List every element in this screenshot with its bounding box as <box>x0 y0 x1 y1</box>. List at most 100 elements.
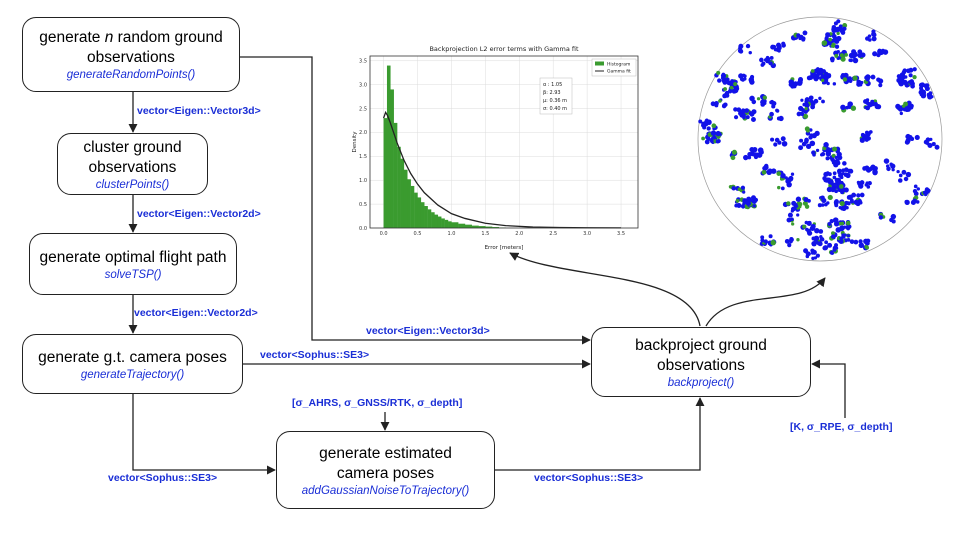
cloud-point <box>858 239 863 244</box>
cloud-point <box>853 52 858 57</box>
cloud-point <box>817 241 823 247</box>
histogram-bar <box>390 89 394 228</box>
cloud-point <box>772 101 777 106</box>
cloud-point <box>811 150 816 155</box>
cloud-point <box>756 152 763 158</box>
cloud-point <box>733 115 739 120</box>
cloud-point <box>769 111 774 117</box>
legend-gamma-fit: Gamma fit <box>607 69 631 75</box>
cloud-point <box>839 175 844 180</box>
stat-beta: β: 2.93 <box>543 90 561 96</box>
y-tick-label: 3.0 <box>359 82 367 88</box>
chart-xlabel: Error [meters] <box>485 245 524 251</box>
cloud-point <box>904 139 910 145</box>
cloud-point <box>836 49 840 54</box>
cloud-point <box>840 104 846 111</box>
cloud-point <box>845 172 851 179</box>
cloud-point <box>890 213 897 220</box>
cloud-point <box>828 37 832 42</box>
cloud-point <box>822 80 827 85</box>
node-generate-title: generate n random ground observations <box>39 29 223 66</box>
node-gt-func: generateTrajectory() <box>80 368 185 381</box>
cloud-point <box>793 203 799 209</box>
cloud-point <box>775 108 779 113</box>
node-gt-title: generate g.t. camera poses <box>38 348 227 366</box>
cloud-point <box>858 183 864 189</box>
cloud-point <box>914 134 920 141</box>
cloud-point <box>841 233 845 237</box>
histogram-bar <box>441 218 445 228</box>
cloud-point <box>835 227 841 233</box>
cloud-point <box>840 56 846 62</box>
cloud-point <box>904 199 910 205</box>
cloud-point <box>830 186 836 193</box>
cloud-point <box>827 172 832 177</box>
cloud-point <box>736 203 742 209</box>
cloud-point <box>827 222 832 227</box>
y-tick-label: 2.5 <box>359 106 367 112</box>
cloud-point <box>731 149 737 155</box>
cloud-point <box>834 53 839 58</box>
histogram-bar <box>424 206 428 228</box>
x-tick-label: 1.0 <box>447 231 455 237</box>
cloud-point <box>712 135 717 140</box>
cloud-point <box>890 163 896 169</box>
cloud-point <box>760 99 766 105</box>
cloud-point <box>752 148 756 153</box>
cloud-point <box>763 164 769 171</box>
cloud-point <box>857 49 863 55</box>
cloud-point <box>815 148 820 153</box>
label-noise-params: [σ_AHRS, σ_GNSS/RTK, σ_depth] <box>292 397 463 409</box>
histogram-bar <box>437 216 442 228</box>
cloud-point <box>920 92 927 99</box>
cloud-point <box>801 141 807 147</box>
cloud-point <box>804 204 810 209</box>
cloud-point <box>722 103 726 108</box>
cloud-point <box>867 180 872 186</box>
cloud-point <box>826 81 830 86</box>
cloud-point <box>750 195 757 201</box>
cloud-point <box>820 203 825 207</box>
cloud-point <box>833 200 839 206</box>
node-backproject-func: backproject() <box>667 376 735 389</box>
cloud-point <box>773 142 778 147</box>
cloud-point <box>904 106 910 112</box>
cloud-point <box>718 99 722 103</box>
cloud-point <box>913 191 919 197</box>
cloud-point <box>927 93 933 99</box>
cloud-point <box>788 82 794 88</box>
cloud-point <box>807 220 812 225</box>
cloud-point <box>817 69 823 76</box>
cloud-point <box>831 146 838 152</box>
cloud-point <box>853 199 859 205</box>
stat-alpha: α : 1.05 <box>543 82 562 88</box>
cloud-point <box>810 223 816 229</box>
cloud-point <box>805 143 812 150</box>
histogram-bar <box>464 224 472 228</box>
cloud-point <box>780 136 786 142</box>
cloud-point <box>819 153 824 157</box>
cloud-point <box>773 47 778 52</box>
cloud-point <box>781 41 786 46</box>
cloud-point <box>748 50 752 55</box>
cloud-point <box>835 177 842 183</box>
node-estimated-camera-poses: generate estimated camera poses addGauss… <box>276 431 495 509</box>
cloud-point <box>844 52 848 57</box>
cloud-point <box>804 106 808 111</box>
cloud-point <box>837 155 843 161</box>
cloud-point <box>827 194 833 201</box>
label-gt-to-backproject: vector<Sophus::SE3> <box>260 349 370 361</box>
cloud-point <box>750 111 755 117</box>
cloud-point <box>800 112 805 117</box>
cloud-point <box>838 239 844 244</box>
cloud-point <box>743 156 748 161</box>
cloud-point <box>823 171 829 177</box>
cloud-point <box>849 198 854 203</box>
label-cluster-to-flight: vector<Eigen::Vector2d> <box>137 208 261 220</box>
cloud-point <box>912 74 917 80</box>
histogram-chart: 0.0 0.5 1.0 1.5 2.0 2.5 3.0 3.5 0.0 0.5 1.0 1.5 2.0 2… <box>352 45 639 251</box>
y-tick-label: 0.0 <box>359 226 367 232</box>
cloud-point <box>774 137 780 143</box>
cloud-point <box>871 29 876 34</box>
